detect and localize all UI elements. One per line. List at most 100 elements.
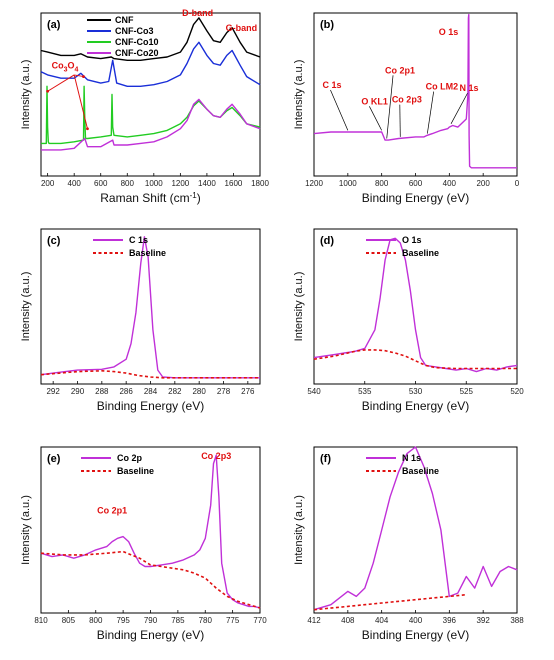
x-axis-label: Raman Shift (cm-1) bbox=[100, 191, 200, 205]
series-line-cnf-co3 bbox=[40, 41, 261, 88]
panel-label: (f) bbox=[320, 453, 331, 465]
annotation-label: O KL1 bbox=[361, 96, 388, 106]
x-tick-label: 396 bbox=[443, 616, 457, 625]
legend-label: C 1s bbox=[129, 235, 148, 245]
x-tick-label: 400 bbox=[409, 616, 423, 625]
annotation-part: O bbox=[68, 60, 75, 70]
x-tick-label: 200 bbox=[476, 179, 490, 188]
series-line-spectrum bbox=[313, 13, 517, 169]
legend-label: Baseline bbox=[129, 248, 166, 258]
x-tick-label: 530 bbox=[409, 387, 423, 396]
x-tick-label: 810 bbox=[34, 616, 48, 625]
series-line-baseline bbox=[313, 593, 467, 611]
annotation-pointer bbox=[386, 75, 394, 139]
annotation-label: C 1s bbox=[322, 80, 341, 90]
x-tick-label: 1800 bbox=[251, 179, 269, 188]
x-tick-label: 520 bbox=[510, 387, 524, 396]
x-tick-label: 1000 bbox=[339, 179, 357, 188]
x-axis-label-main: Raman Shift (cm bbox=[100, 191, 189, 205]
panel-b: 1200 1000 800 600 400 200 0 Binding Energy (eV)… bbox=[293, 12, 520, 205]
annotation-sub: 3 bbox=[64, 66, 68, 73]
x-tick-label: 400 bbox=[443, 179, 457, 188]
x-tick-label: 284 bbox=[144, 387, 158, 396]
y-axis-label: Intensity (a.u.) bbox=[293, 60, 305, 130]
x-axis-label: Binding Energy (eV) bbox=[97, 628, 204, 642]
annotation-pointer bbox=[450, 93, 468, 125]
annotation-arrow bbox=[74, 74, 84, 78]
x-tick-label: 286 bbox=[119, 387, 133, 396]
annotation-arrowhead bbox=[86, 127, 89, 131]
panel-c: 292 290 288 286 284 282 280 278 276 Binding Energ… bbox=[20, 228, 261, 413]
series-line-co-2p bbox=[40, 454, 261, 609]
annotation-part: Co bbox=[52, 60, 64, 70]
y-axis-label: Intensity (a.u.) bbox=[293, 272, 305, 342]
annotation-label: Co LM2 bbox=[426, 82, 459, 92]
panel-e: 810 805 800 795 790 785 780 775 770 Binding Energ… bbox=[20, 446, 267, 642]
x-tick-label: 800 bbox=[375, 179, 389, 188]
x-tick-label: 292 bbox=[46, 387, 60, 396]
series-line-cnf-co10 bbox=[41, 85, 261, 145]
x-tick-label: 278 bbox=[217, 387, 231, 396]
annotation-arrow bbox=[47, 74, 75, 92]
panel-label: (c) bbox=[47, 235, 61, 247]
x-tick-label: 540 bbox=[307, 387, 321, 396]
y-axis-label: Intensity (a.u.) bbox=[20, 272, 32, 342]
x-axis-label: Binding Energy (eV) bbox=[362, 191, 469, 205]
x-tick-label: 400 bbox=[68, 179, 82, 188]
x-tick-label: 800 bbox=[89, 616, 103, 625]
panel-label: (e) bbox=[47, 453, 61, 465]
legend-label: CNF-Co3 bbox=[115, 26, 154, 36]
x-tick-label: 785 bbox=[171, 616, 185, 625]
x-tick-label: 200 bbox=[41, 179, 55, 188]
x-axis-label: Binding Energy (eV) bbox=[97, 399, 204, 413]
x-tick-label: 790 bbox=[144, 616, 158, 625]
x-tick-label: 288 bbox=[95, 387, 109, 396]
x-tick-label: 0 bbox=[515, 179, 520, 188]
series-line-baseline bbox=[313, 349, 517, 370]
x-tick-label: 280 bbox=[192, 387, 206, 396]
x-tick-label: 290 bbox=[71, 387, 85, 396]
x-axis-label: Binding Energy (eV) bbox=[362, 628, 469, 642]
annotation-co3o4: Co3O4 bbox=[52, 60, 79, 73]
panel-a: 200 400 600 800 1000 1200 1400 1600 1800 Raman Sh… bbox=[20, 8, 269, 205]
annotation-co-2p1: Co 2p1 bbox=[97, 505, 127, 515]
series-line-cnf bbox=[40, 17, 261, 61]
panel-label: (b) bbox=[320, 19, 334, 31]
series-line-c-1s bbox=[40, 236, 260, 379]
series-line-cnf-co20 bbox=[41, 98, 261, 151]
x-tick-label: 600 bbox=[94, 179, 108, 188]
annotation-label: O 1s bbox=[439, 27, 459, 37]
plot-frame bbox=[40, 12, 261, 177]
y-axis-label: Intensity (a.u.) bbox=[20, 60, 32, 130]
panel-label: (a) bbox=[47, 19, 61, 31]
annotation-co-2p3: Co 2p3 bbox=[201, 451, 231, 461]
x-axis-label-sup: -1 bbox=[190, 191, 198, 200]
x-tick-label: 1200 bbox=[305, 179, 323, 188]
annotation-g-band: G-band bbox=[226, 23, 258, 33]
x-tick-label: 388 bbox=[510, 616, 524, 625]
legend-label: Baseline bbox=[402, 248, 439, 258]
annotation-arrow bbox=[73, 74, 88, 129]
x-tick-label: 1400 bbox=[198, 179, 216, 188]
series-line-baseline bbox=[40, 550, 261, 609]
x-tick-label: 1200 bbox=[171, 179, 189, 188]
panel-d: 540 535 530 525 520 Binding Energy (eV) Intens… bbox=[293, 228, 524, 413]
x-tick-label: 535 bbox=[358, 387, 372, 396]
panel-label: (d) bbox=[320, 235, 334, 247]
x-tick-label: 800 bbox=[121, 179, 135, 188]
x-tick-label: 408 bbox=[341, 616, 355, 625]
legend-label: CNF bbox=[115, 15, 134, 25]
legend-label: Baseline bbox=[402, 466, 439, 476]
annotation-label: N 1s bbox=[459, 83, 478, 93]
x-tick-label: 780 bbox=[199, 616, 213, 625]
x-tick-label: 282 bbox=[168, 387, 182, 396]
x-tick-label: 392 bbox=[476, 616, 490, 625]
series-line-baseline bbox=[40, 369, 260, 379]
x-tick-label: 276 bbox=[241, 387, 255, 396]
legend-label: Baseline bbox=[117, 466, 154, 476]
x-tick-label: 805 bbox=[62, 616, 76, 625]
series-line-o-1s bbox=[313, 237, 518, 373]
legend-label: Co 2p bbox=[117, 453, 143, 463]
legend-label: N 1s bbox=[402, 453, 421, 463]
